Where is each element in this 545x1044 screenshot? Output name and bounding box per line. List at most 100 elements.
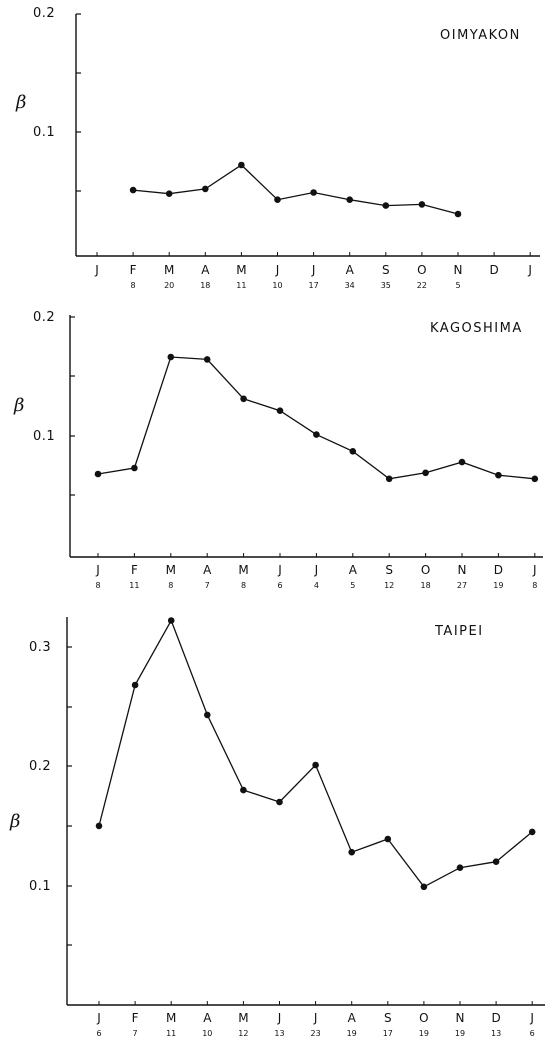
taipei-ytick-0.2: 0.2 <box>29 759 51 774</box>
oimyakon-month-label: M <box>164 263 174 277</box>
taipei-sample-count: 6 <box>530 1029 535 1038</box>
taipei-month-label: O <box>419 1011 428 1025</box>
oimyakon-ytick-marks <box>76 13 81 192</box>
taipei-ytick-marks <box>67 646 72 946</box>
oimyakon-month-label: J <box>527 263 532 277</box>
kagoshima-data-point <box>385 475 393 483</box>
oimyakon-data-point <box>454 210 462 218</box>
oimyakon-sample-count: 18 <box>200 281 210 290</box>
kagoshima-month-label: N <box>458 563 467 577</box>
kagoshima-data-point <box>458 458 466 466</box>
kagoshima-data-point <box>167 353 175 361</box>
kagoshima-sample-count: 8 <box>241 581 246 590</box>
taipei-sample-count: 12 <box>238 1029 248 1038</box>
taipei-data-point <box>95 822 103 830</box>
kagoshima-month-label: M <box>238 563 248 577</box>
oimyakon-month-label: N <box>454 263 463 277</box>
kagoshima-sample-count: 19 <box>493 581 503 590</box>
kagoshima-sample-count: 4 <box>314 581 319 590</box>
taipei-month-label: S <box>384 1011 392 1025</box>
taipei-data-point <box>276 798 283 806</box>
kagoshima-data-point <box>94 470 102 478</box>
taipei-data-point <box>492 858 500 865</box>
oimyakon-month-label: J <box>94 263 99 277</box>
oimyakon-data-point <box>165 190 173 197</box>
kagoshima-month-label: S <box>385 563 393 577</box>
taipei-month-label: J <box>529 1011 534 1025</box>
oimyakon-sample-count: 35 <box>381 281 391 290</box>
taipei-y-label: β <box>9 811 20 832</box>
taipei-month-label: A <box>203 1011 212 1025</box>
oimyakon-series <box>129 161 462 218</box>
oimyakon-month-label: D <box>489 263 498 277</box>
kagoshima-sample-count: 8 <box>532 581 537 590</box>
taipei-sample-count: 19 <box>455 1029 465 1038</box>
oimyakon-sample-count: 17 <box>309 281 319 290</box>
kagoshima-ytick-0.2: 0.2 <box>33 310 55 325</box>
kagoshima-sample-count: 7 <box>205 581 210 590</box>
kagoshima-month-label: J <box>532 563 537 577</box>
taipei-sample-count: 19 <box>419 1029 429 1038</box>
taipei-sample-count: 17 <box>383 1029 393 1038</box>
taipei-month-label: M <box>166 1011 176 1025</box>
taipei-data-point <box>204 711 211 719</box>
oimyakon-month-label: M <box>236 263 246 277</box>
taipei-month-label: J <box>96 1011 101 1025</box>
kagoshima-sample-count: 8 <box>95 581 100 590</box>
taipei-data-point <box>167 617 175 624</box>
panel-oimyakon: 0.2 0.1 β OIMYAKON J F 8 M 20 A 18 M 11 J 10 J 17 A 34… <box>15 6 540 290</box>
oimyakon-month-label: A <box>201 263 210 277</box>
kagoshima-month-label: A <box>349 563 358 577</box>
taipei-month-label: A <box>348 1011 357 1025</box>
oimyakon-ytick-0.2: 0.2 <box>33 6 55 21</box>
kagoshima-month-label: F <box>131 563 138 577</box>
kagoshima-ytick-marks <box>70 316 75 496</box>
taipei-series <box>95 617 536 891</box>
oimyakon-data-point <box>382 202 390 209</box>
taipei-month-label: F <box>132 1011 139 1025</box>
oimyakon-data-point <box>274 196 281 203</box>
oimyakon-y-label: β <box>15 92 26 113</box>
kagoshima-sample-count: 27 <box>457 581 467 590</box>
panel-taipei: 0.3 0.2 0.1 β TAIPEI J 6 F 7 M 11 A 10 M 12 J 13 J 23… <box>9 617 545 1038</box>
kagoshima-month-labels: J 8 F 11 M 8 A 7 M 8 J 6 J 4 A 5 S 12 O 18 N 27 D 19 J 8 <box>95 553 537 590</box>
kagoshima-sample-count: 6 <box>277 581 282 590</box>
taipei-data-point <box>240 786 247 794</box>
oimyakon-month-label: F <box>130 263 137 277</box>
kagoshima-sample-count: 8 <box>168 581 173 590</box>
taipei-sample-count: 6 <box>96 1029 101 1038</box>
taipei-month-label: N <box>456 1011 465 1025</box>
kagoshima-data-point <box>276 407 284 415</box>
taipei-data-point <box>420 883 428 891</box>
oimyakon-month-label: J <box>311 263 316 277</box>
oimyakon-sample-count: 8 <box>131 281 136 290</box>
kagoshima-data-point <box>349 448 357 455</box>
taipei-month-label: M <box>238 1011 248 1025</box>
panel-kagoshima: 0.2 0.1 β KAGOSHIMA J 8 F 11 M 8 A 7 M 8 J 6 J 4 A 5 S 12… <box>13 310 543 590</box>
oimyakon-ytick-0.1: 0.1 <box>33 125 55 140</box>
oimyakon-sample-count: 34 <box>345 281 355 290</box>
oimyakon-sample-count: 20 <box>164 281 174 290</box>
oimyakon-data-point <box>310 189 317 196</box>
kagoshima-series-line <box>97 356 535 480</box>
kagoshima-sample-count: 11 <box>129 581 139 590</box>
oimyakon-data-point <box>129 186 137 194</box>
taipei-sample-count: 13 <box>491 1029 501 1038</box>
kagoshima-month-label: J <box>95 563 100 577</box>
oimyakon-month-label: O <box>417 263 426 277</box>
kagoshima-month-label: O <box>421 563 430 577</box>
taipei-month-label: D <box>491 1011 500 1025</box>
oimyakon-sample-count: 10 <box>272 281 282 290</box>
taipei-ytick-0.3: 0.3 <box>29 640 51 655</box>
kagoshima-data-point <box>313 431 320 438</box>
taipei-month-label: J <box>313 1011 318 1025</box>
taipei-sample-count: 19 <box>347 1029 357 1038</box>
kagoshima-data-point <box>240 395 247 403</box>
oimyakon-series-line <box>133 164 459 215</box>
taipei-data-point <box>312 761 319 769</box>
kagoshima-ytick-0.1: 0.1 <box>33 429 55 444</box>
kagoshima-sample-count: 5 <box>350 581 355 590</box>
oimyakon-month-label: S <box>382 263 390 277</box>
taipei-data-point <box>348 848 356 856</box>
oimyakon-data-point <box>202 185 209 193</box>
